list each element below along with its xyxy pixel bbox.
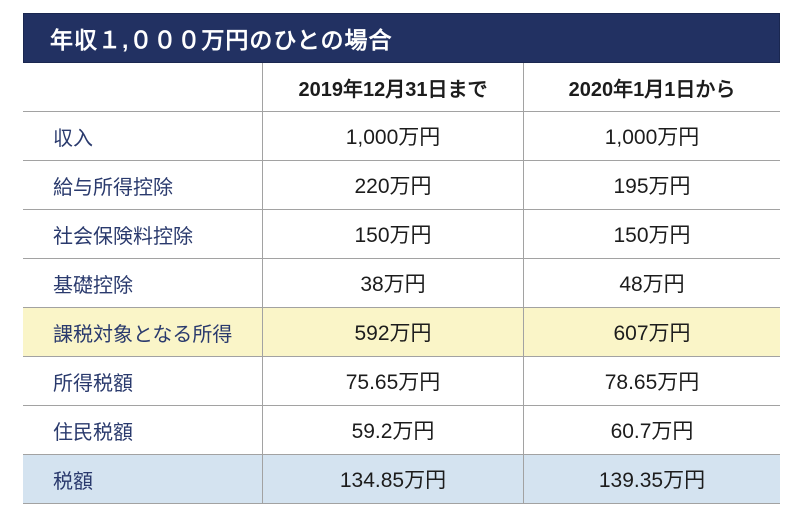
value-before: 134.85万円	[262, 455, 523, 503]
value-before: 59.2万円	[262, 406, 523, 454]
row-label: 課税対象となる所得	[53, 323, 233, 346]
value-before: 1,000万円	[262, 112, 523, 160]
row-label: 社会保険料控除	[53, 225, 193, 248]
table-row-salary-deduction: 給与所得控除 220万円 195万円	[23, 161, 780, 210]
column-header-from-2020: 2020年1月1日から	[523, 63, 780, 111]
table-row-income-tax: 所得税額 75.65万円 78.65万円	[23, 357, 780, 406]
value-after: 48万円	[523, 259, 780, 307]
value-after: 139.35万円	[523, 455, 780, 503]
value-after: 1,000万円	[523, 112, 780, 160]
column-header-empty	[23, 63, 262, 111]
table-row-social-insurance-deduction: 社会保険料控除 150万円 150万円	[23, 210, 780, 259]
value-before: 38万円	[262, 259, 523, 307]
value-after: 78.65万円	[523, 357, 780, 405]
table-row-total-tax: 税額 134.85万円 139.35万円	[23, 455, 780, 504]
value-after: 60.7万円	[523, 406, 780, 454]
table-header-row: 2019年12月31日まで 2020年1月1日から	[23, 63, 780, 112]
tax-comparison-table: 年収１,０００万円のひとの場合 2019年12月31日まで 2020年1月1日か…	[23, 13, 780, 504]
column-header-before-2019: 2019年12月31日まで	[262, 63, 523, 111]
table-row-resident-tax: 住民税額 59.2万円 60.7万円	[23, 406, 780, 455]
table-row-basic-deduction: 基礎控除 38万円 48万円	[23, 259, 780, 308]
value-after: 195万円	[523, 161, 780, 209]
value-before: 150万円	[262, 210, 523, 258]
row-label: 住民税額	[53, 421, 133, 444]
value-after: 150万円	[523, 210, 780, 258]
table-row-taxable-income: 課税対象となる所得 592万円 607万円	[23, 308, 780, 357]
row-label: 基礎控除	[53, 274, 133, 297]
table-title: 年収１,０００万円のひとの場合	[23, 13, 780, 63]
value-before: 592万円	[262, 308, 523, 356]
value-before: 220万円	[262, 161, 523, 209]
row-label: 所得税額	[53, 372, 133, 395]
row-label: 収入	[53, 127, 93, 150]
row-label: 給与所得控除	[53, 176, 173, 199]
table-row-income: 収入 1,000万円 1,000万円	[23, 112, 780, 161]
value-after: 607万円	[523, 308, 780, 356]
row-label: 税額	[53, 470, 93, 493]
tax-table-grid: 2019年12月31日まで 2020年1月1日から 収入 1,000万円 1,0…	[23, 63, 780, 504]
value-before: 75.65万円	[262, 357, 523, 405]
